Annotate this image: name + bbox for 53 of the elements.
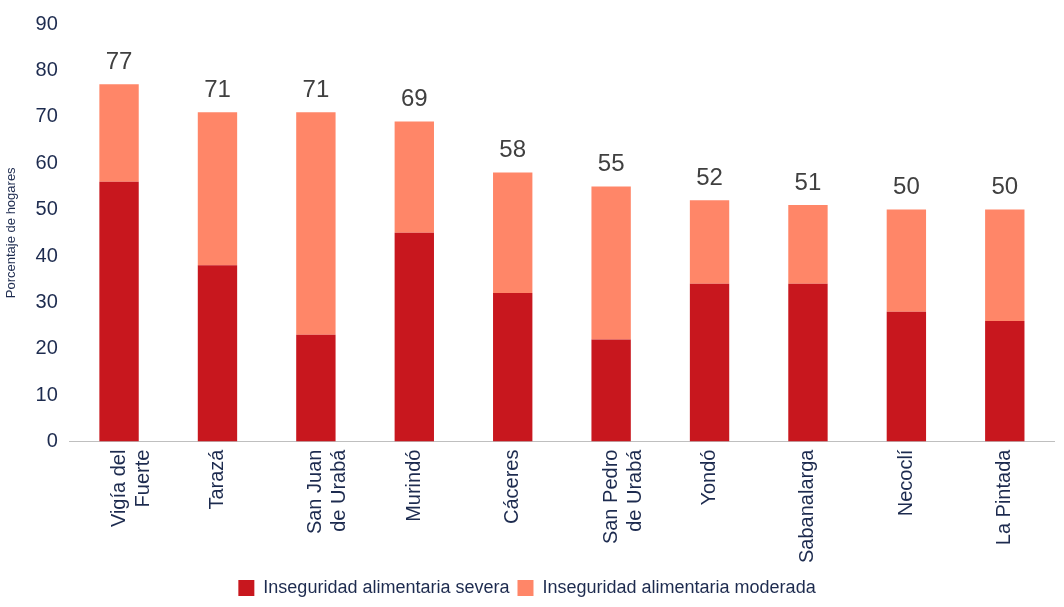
y-tick-label: 30 [35, 289, 58, 312]
x-tick-label: Vigía del Fuerte [106, 449, 153, 528]
x-tick-label: Cáceres [500, 449, 523, 525]
bar [591, 186, 631, 340]
y-tick-label: 70 [35, 104, 58, 127]
legend-label: Inseguridad alimentaria moderada [542, 576, 817, 597]
bar [394, 232, 434, 442]
bar [493, 293, 533, 442]
bar [985, 209, 1025, 321]
legend-label: Inseguridad alimentaria severa [263, 576, 511, 597]
bar [493, 172, 533, 294]
total-label: 69 [400, 84, 428, 112]
bar [689, 200, 730, 284]
y-tick-label: 10 [35, 382, 58, 405]
total-label: 50 [893, 172, 920, 200]
x-tick-label: Tarazá [204, 448, 227, 510]
bar [99, 84, 139, 182]
x-tick-label: San Juan de Urabá [303, 448, 350, 535]
x-tick-label: Necoclí [893, 449, 916, 517]
y-tick-label: 90 [35, 11, 58, 34]
y-tick-label: 80 [35, 57, 58, 80]
bar [197, 112, 238, 266]
bar [985, 320, 1025, 442]
x-tick-label: La Pintada [992, 448, 1015, 546]
bar [591, 339, 631, 442]
total-label: 50 [991, 172, 1019, 200]
total-label: 71 [204, 74, 231, 102]
x-tick-label: Yondó [697, 449, 720, 506]
total-label: 51 [794, 167, 822, 195]
y-tick-label: 40 [35, 243, 58, 266]
bar [689, 283, 730, 442]
y-tick-label: 20 [35, 336, 58, 359]
bar [886, 311, 927, 442]
total-label: 71 [302, 74, 330, 102]
y-axis-title: Porcentaje de hogares [3, 166, 19, 299]
bar [197, 265, 238, 442]
total-label: 58 [499, 135, 527, 163]
total-label: 55 [597, 149, 625, 177]
x-tick-label: San Pedro de Urabá [598, 448, 645, 545]
bar [296, 334, 336, 442]
y-tick-label: 60 [35, 150, 58, 173]
bar [296, 112, 336, 335]
bar [788, 283, 828, 442]
x-tick-label: Murindó [401, 449, 424, 522]
x-tick-label: Sabanalarga [795, 448, 818, 564]
y-tick-label: 0 [46, 429, 58, 452]
y-tick-label: 50 [35, 197, 58, 220]
total-label: 77 [105, 46, 133, 74]
total-label: 52 [696, 162, 723, 190]
bar [99, 181, 139, 442]
bar [788, 204, 828, 284]
bar [394, 121, 434, 233]
bar [886, 209, 927, 312]
